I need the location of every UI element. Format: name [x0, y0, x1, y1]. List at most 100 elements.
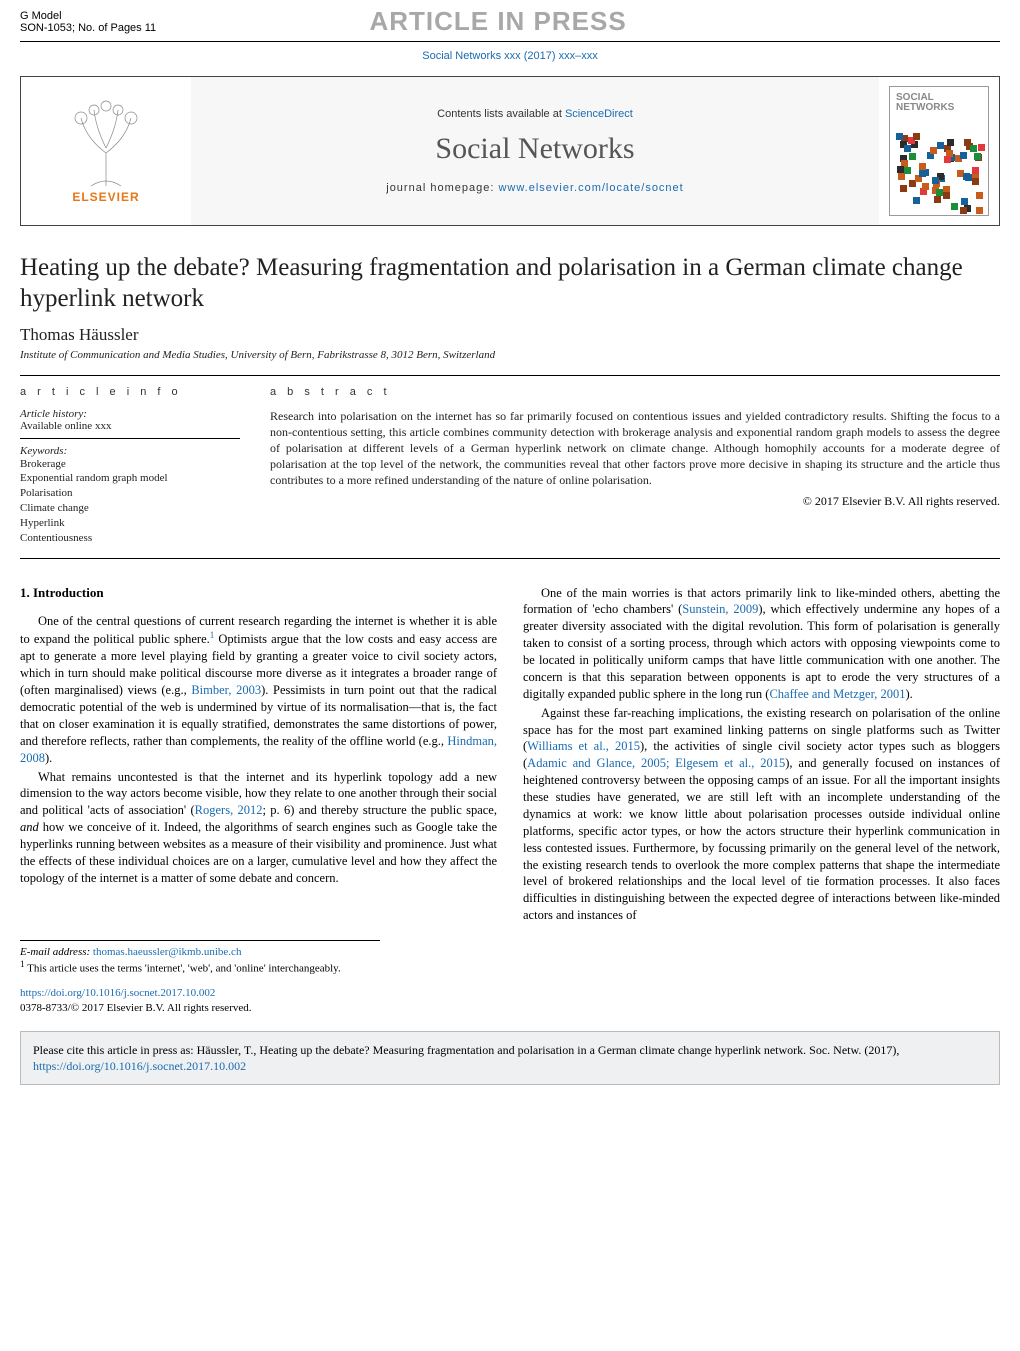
contents-list-line: Contents lists available at ScienceDirec… — [437, 108, 633, 120]
abstract-column: a b s t r a c t Research into polarisati… — [270, 386, 1000, 546]
cover-swatch — [960, 207, 967, 214]
cover-swatch — [922, 183, 929, 190]
keywords-list: BrokerageExponential random graph modelP… — [20, 457, 250, 546]
emphasis: and — [20, 820, 39, 834]
keyword-item: Polarisation — [20, 486, 250, 501]
body-paragraph: One of the main worries is that actors p… — [523, 585, 1000, 703]
abstract-copyright: © 2017 Elsevier B.V. All rights reserved… — [270, 494, 1000, 509]
article-history-value: Available online xxx — [20, 420, 250, 432]
cover-swatch — [897, 166, 904, 173]
author-affiliation: Institute of Communication and Media Stu… — [20, 349, 1000, 361]
citation-link[interactable]: Williams et al., 2015 — [527, 739, 640, 753]
keyword-item: Exponential random graph model — [20, 471, 250, 486]
article-info-column: a r t i c l e i n f o Article history: A… — [20, 386, 270, 546]
citation-box: Please cite this article in press as: Hä… — [20, 1031, 1000, 1085]
citation-link[interactable]: Adamic and Glance, 2005; Elgesem et al.,… — [527, 756, 785, 770]
publisher-block: ELSEVIER — [21, 77, 191, 225]
body-column-right: One of the main worries is that actors p… — [523, 585, 1000, 927]
abstract-heading: a b s t r a c t — [270, 386, 1000, 398]
cover-swatch — [964, 139, 971, 146]
cover-swatch — [947, 139, 954, 146]
article-meta-row: a r t i c l e i n f o Article history: A… — [20, 375, 1000, 559]
homepage-line: journal homepage: www.elsevier.com/locat… — [386, 182, 683, 194]
citation-link[interactable]: Rogers, 2012 — [195, 803, 263, 817]
keyword-item: Climate change — [20, 501, 250, 516]
citation-link[interactable]: Hindman, 2008 — [20, 734, 497, 765]
article-body-columns: 1. Introduction One of the central quest… — [20, 585, 1000, 927]
journal-title: Social Networks — [435, 132, 634, 166]
cover-swatch — [960, 152, 967, 159]
cover-thumbnail-block: SOCIALNETWORKS — [879, 77, 999, 225]
article-title: Heating up the debate? Measuring fragmen… — [20, 252, 1000, 315]
citation-link[interactable]: Sunstein, 2009 — [682, 602, 758, 616]
cover-swatch — [943, 192, 950, 199]
citation-link[interactable]: Bimber, 2003 — [191, 683, 261, 697]
cover-swatch — [919, 163, 926, 170]
footnote-1-text: This article uses the terms 'internet', … — [25, 963, 341, 975]
body-paragraph: One of the central questions of current … — [20, 613, 497, 767]
elsevier-tree-icon — [66, 98, 146, 188]
cover-swatch — [900, 185, 907, 192]
footnote-1: 1 This article uses the terms 'internet'… — [20, 959, 380, 976]
author-email-link[interactable]: thomas.haeussler@ikmb.unibe.ch — [93, 946, 242, 958]
contents-prefix: Contents lists available at — [437, 108, 565, 120]
author-name: Thomas Häussler — [20, 325, 1000, 345]
article-info-heading: a r t i c l e i n f o — [20, 386, 250, 398]
cover-swatch — [913, 197, 920, 204]
g-model-label: G Model — [20, 10, 156, 22]
masthead-center: Contents lists available at ScienceDirec… — [191, 77, 879, 225]
cover-swatch — [913, 133, 920, 140]
homepage-link[interactable]: www.elsevier.com/locate/socnet — [498, 182, 683, 194]
top-rule — [20, 41, 1000, 42]
cover-swatch — [951, 203, 958, 210]
cover-swatch — [937, 142, 944, 149]
cover-swatch — [919, 170, 926, 177]
footnote-ref[interactable]: 1 — [210, 630, 215, 640]
son-line: SON-1053; No. of Pages 11 — [20, 22, 156, 34]
cover-swatch — [896, 133, 903, 140]
cover-swatch — [963, 173, 970, 180]
cover-swatch — [972, 178, 979, 185]
body-paragraph: Against these far-reaching implications,… — [523, 705, 1000, 924]
footnote-email: E-mail address: thomas.haeussler@ikmb.un… — [20, 945, 380, 959]
cover-swatch — [961, 198, 968, 205]
article-in-press-banner: ARTICLE IN PRESS — [369, 6, 626, 37]
cover-swatch — [930, 147, 937, 154]
cover-swatch — [932, 177, 939, 184]
g-model-block: G Model SON-1053; No. of Pages 11 — [20, 10, 156, 34]
journal-masthead: ELSEVIER Contents lists available at Sci… — [20, 76, 1000, 226]
doi-block: https://doi.org/10.1016/j.socnet.2017.10… — [20, 986, 1000, 1015]
email-label: E-mail address: — [20, 946, 93, 958]
section-heading-introduction: 1. Introduction — [20, 585, 497, 601]
citation-doi-link[interactable]: https://doi.org/10.1016/j.socnet.2017.10… — [33, 1059, 246, 1073]
keyword-item: Contentiousness — [20, 531, 250, 546]
cover-title-text: SOCIALNETWORKS — [896, 93, 954, 113]
citation-link[interactable]: Chaffee and Metzger, 2001 — [769, 687, 905, 701]
cover-swatch — [904, 145, 911, 152]
journal-reference-text: Social Networks xxx (2017) xxx–xxx — [422, 50, 597, 62]
abstract-text: Research into polarisation on the intern… — [270, 408, 1000, 489]
cover-swatch — [974, 153, 981, 160]
sciencedirect-link[interactable]: ScienceDirect — [565, 108, 633, 120]
journal-cover-thumbnail: SOCIALNETWORKS — [889, 86, 989, 216]
citation-text: Please cite this article in press as: Hä… — [33, 1043, 899, 1057]
body-column-left: 1. Introduction One of the central quest… — [20, 585, 497, 927]
cover-swatch — [976, 207, 983, 214]
journal-reference[interactable]: Social Networks xxx (2017) xxx–xxx — [0, 44, 1020, 68]
keyword-item: Brokerage — [20, 457, 250, 472]
cover-swatch — [909, 153, 916, 160]
cover-swatch — [976, 192, 983, 199]
doi-link[interactable]: https://doi.org/10.1016/j.socnet.2017.10… — [20, 987, 215, 999]
cover-swatch — [978, 144, 985, 151]
keywords-label: Keywords: — [20, 445, 250, 457]
cover-swatch — [904, 167, 911, 174]
cover-swatch — [936, 189, 943, 196]
keyword-item: Hyperlink — [20, 516, 250, 531]
footnote-block: E-mail address: thomas.haeussler@ikmb.un… — [20, 940, 380, 976]
article-history-label: Article history: — [20, 408, 250, 420]
cover-swatch — [944, 156, 951, 163]
cover-swatch — [972, 167, 979, 174]
info-divider — [20, 438, 240, 439]
cover-swatch-grid — [890, 130, 988, 215]
issn-copyright-line: 0378-8733/© 2017 Elsevier B.V. All right… — [20, 1002, 252, 1014]
